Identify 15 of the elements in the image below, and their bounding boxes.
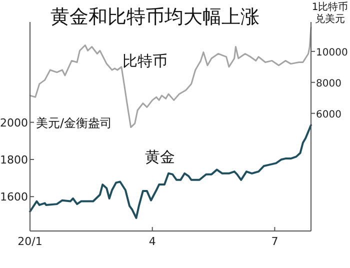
y2-axis-title: 1比特币兑美元	[312, 1, 348, 25]
x-tick-label: 4	[148, 235, 156, 248]
line-series	[29, 26, 312, 128]
y2-tick-label: 10000	[316, 47, 348, 58]
x-tick-label: 7	[271, 235, 278, 248]
y-axis-title: 美元/金衡盎司	[36, 116, 112, 130]
y2-tick-label: 6000	[316, 109, 342, 120]
series-label: 黄金	[145, 148, 175, 166]
y2-tick-label: 8000	[316, 78, 342, 90]
chart-title: 黄金和比特币均大幅上涨	[50, 6, 260, 28]
y-tick-label: 1800	[0, 153, 28, 166]
x-tick-label: 20/1	[18, 235, 42, 248]
y-tick-label: 2000	[0, 116, 28, 130]
series-label: 比特币	[122, 52, 168, 70]
y-tick-label: 1600	[0, 190, 28, 204]
